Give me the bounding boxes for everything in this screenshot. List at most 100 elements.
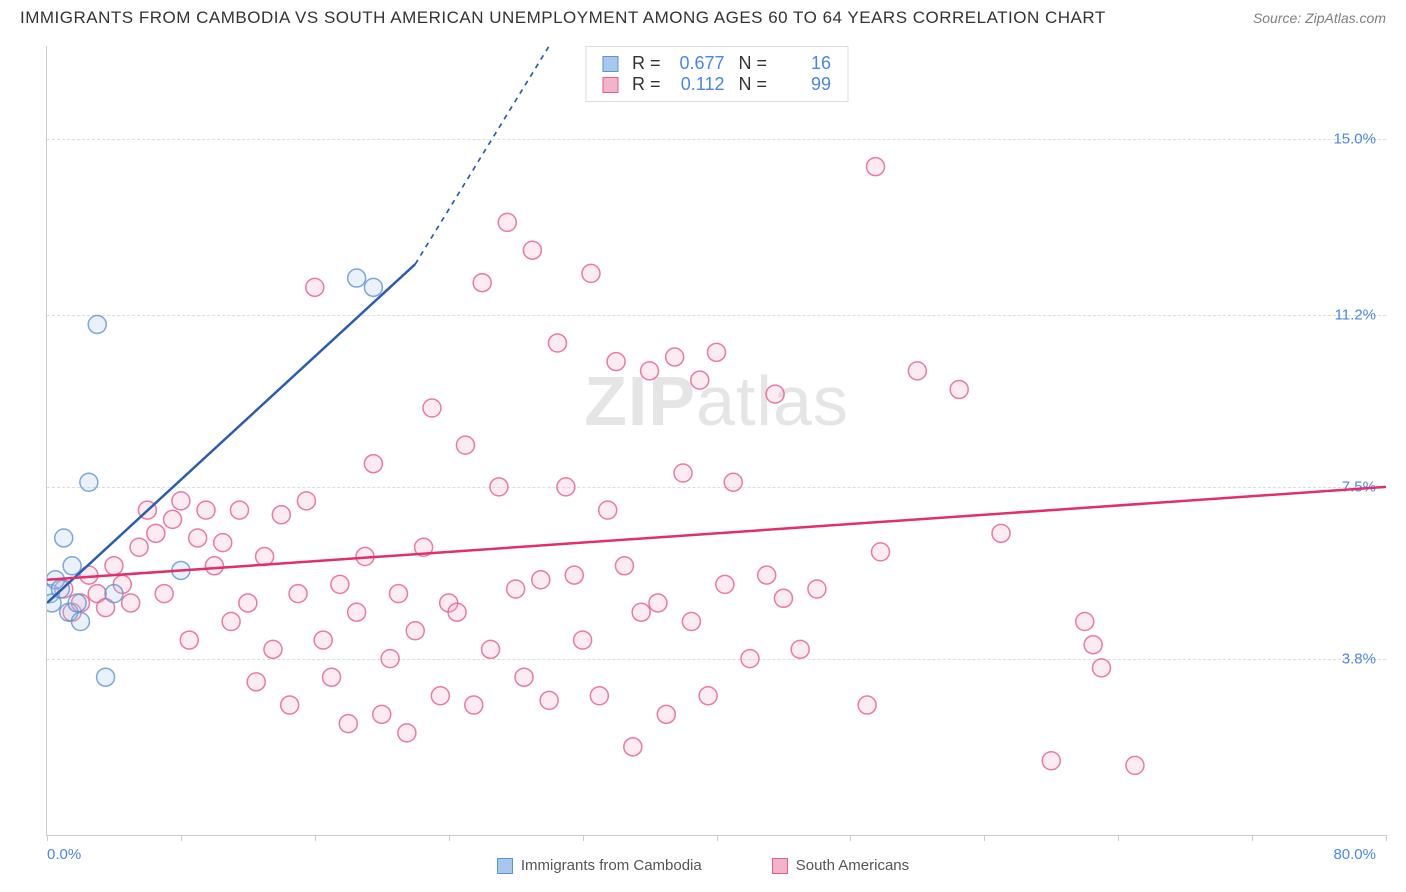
data-point — [172, 492, 190, 510]
chart-container: Unemployment Among Ages 60 to 64 years Z… — [0, 36, 1406, 886]
x-tick — [850, 835, 851, 841]
regression-line — [47, 487, 1386, 580]
data-point — [1084, 636, 1102, 654]
data-point — [423, 399, 441, 417]
data-point — [724, 473, 742, 491]
data-point — [71, 613, 89, 631]
data-point — [180, 631, 198, 649]
data-point — [708, 343, 726, 361]
data-point — [55, 529, 73, 547]
data-point — [532, 571, 550, 589]
data-point — [641, 362, 659, 380]
data-point — [197, 501, 215, 519]
data-point — [858, 696, 876, 714]
x-tick — [1118, 835, 1119, 841]
data-point — [364, 455, 382, 473]
data-point — [189, 529, 207, 547]
data-point — [105, 585, 123, 603]
plot-area: ZIPatlas R = 0.677 N = 16 R = 0.112 N = … — [46, 46, 1386, 836]
n-value-cambodia: 16 — [781, 53, 831, 74]
data-point — [272, 506, 290, 524]
n-label: N = — [739, 53, 768, 74]
data-point — [389, 585, 407, 603]
data-point — [540, 691, 558, 709]
data-point — [582, 264, 600, 282]
data-point — [674, 464, 692, 482]
data-point — [431, 687, 449, 705]
data-point — [565, 566, 583, 584]
data-point — [515, 668, 533, 686]
page-title: IMMIGRANTS FROM CAMBODIA VS SOUTH AMERIC… — [20, 8, 1106, 28]
data-point — [398, 724, 416, 742]
data-point — [599, 501, 617, 519]
data-point — [490, 478, 508, 496]
data-point — [155, 585, 173, 603]
data-point — [348, 269, 366, 287]
n-label: N = — [739, 74, 768, 95]
data-point — [682, 613, 700, 631]
swatch-cambodia — [497, 858, 513, 874]
data-point — [574, 631, 592, 649]
data-point — [314, 631, 332, 649]
legend-label-south-american: South Americans — [796, 857, 909, 874]
data-point — [1092, 659, 1110, 677]
data-point — [247, 673, 265, 691]
data-point — [482, 640, 500, 658]
x-tick — [181, 835, 182, 841]
data-point — [239, 594, 257, 612]
data-point — [992, 524, 1010, 542]
data-point — [406, 622, 424, 640]
data-point — [373, 705, 391, 723]
legend-label-cambodia: Immigrants from Cambodia — [521, 857, 702, 874]
data-point — [766, 385, 784, 403]
data-point — [164, 510, 182, 528]
data-point — [281, 696, 299, 714]
legend-item-south-american: South Americans — [772, 857, 909, 874]
data-point — [691, 371, 709, 389]
data-point — [632, 603, 650, 621]
data-point — [1042, 752, 1060, 770]
data-point — [590, 687, 608, 705]
data-point — [1126, 756, 1144, 774]
data-point — [364, 278, 382, 296]
data-point — [306, 278, 324, 296]
data-point — [122, 594, 140, 612]
data-point — [867, 158, 885, 176]
x-tick — [315, 835, 316, 841]
data-point — [381, 650, 399, 668]
data-point — [473, 274, 491, 292]
data-point — [657, 705, 675, 723]
data-point — [1076, 613, 1094, 631]
data-point — [557, 478, 575, 496]
data-point — [716, 575, 734, 593]
data-point — [741, 650, 759, 668]
data-point — [615, 557, 633, 575]
data-point — [222, 613, 240, 631]
data-point — [97, 668, 115, 686]
x-tick — [717, 835, 718, 841]
x-tick — [984, 835, 985, 841]
data-point — [63, 557, 81, 575]
legend-row-south-american: R = 0.112 N = 99 — [602, 74, 831, 95]
data-point — [331, 575, 349, 593]
x-tick — [1386, 835, 1387, 841]
data-point — [205, 557, 223, 575]
data-point — [507, 580, 525, 598]
data-point — [791, 640, 809, 658]
data-point — [624, 738, 642, 756]
x-tick — [47, 835, 48, 841]
data-point — [456, 436, 474, 454]
data-point — [264, 640, 282, 658]
data-point — [548, 334, 566, 352]
correlation-legend: R = 0.677 N = 16 R = 0.112 N = 99 — [585, 46, 848, 102]
data-point — [348, 603, 366, 621]
data-point — [699, 687, 717, 705]
x-tick — [449, 835, 450, 841]
x-tick — [1252, 835, 1253, 841]
data-point — [214, 534, 232, 552]
data-point — [649, 594, 667, 612]
data-point — [523, 241, 541, 259]
data-point — [774, 589, 792, 607]
swatch-cambodia — [602, 56, 618, 72]
r-value-cambodia: 0.677 — [675, 53, 725, 74]
